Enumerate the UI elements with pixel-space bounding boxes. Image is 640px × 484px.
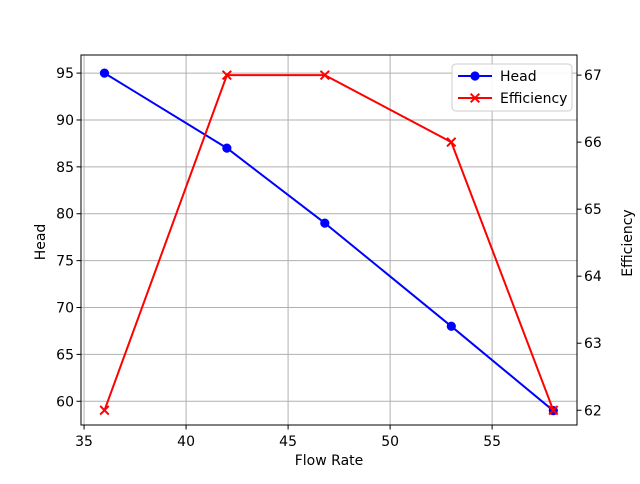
y-left-tick-label: 80	[56, 207, 74, 223]
legend	[451, 63, 573, 112]
y-left-tick-label: 95	[56, 66, 74, 82]
head-marker	[446, 321, 456, 331]
x-tick-label: 45	[279, 434, 297, 450]
y-left-tick-label: 85	[56, 160, 74, 176]
efficiency-marker	[446, 137, 457, 148]
y-right-tick-label: 65	[584, 202, 602, 218]
x-tick-label: 35	[75, 434, 93, 450]
efficiency-series	[99, 70, 559, 416]
head-marker	[99, 68, 110, 78]
y-right-tick-label: 66	[584, 135, 602, 151]
head-marker	[320, 218, 330, 228]
y-left-tick-label: 90	[56, 113, 74, 129]
head-marker	[222, 143, 232, 153]
efficiency-marker	[99, 405, 110, 416]
y-left-tick-label: 75	[56, 254, 74, 270]
legend-entry-efficiency	[458, 92, 492, 104]
y-right-tick-label: 64	[584, 269, 602, 285]
legend-marker-x	[469, 92, 481, 104]
head-line	[103, 72, 555, 412]
legend-label: Efficiency	[500, 91, 567, 107]
x-tick-label: 55	[483, 434, 501, 450]
legend-entry-head	[458, 71, 492, 81]
y-right-tick-label: 63	[584, 336, 602, 352]
y-right-axis-label: Efficiency	[620, 209, 636, 276]
y-left-tick-label: 70	[56, 301, 74, 317]
y-left-axis-label: Head	[33, 224, 49, 261]
efficiency-marker	[221, 70, 232, 81]
y-left-tick-label: 65	[56, 347, 74, 363]
y-right-tick-label: 62	[584, 403, 602, 419]
y-left-tick-label: 60	[56, 394, 74, 410]
efficiency-marker	[548, 405, 559, 416]
y-right-tick-label: 67	[584, 68, 602, 84]
x-tick-label: 50	[381, 434, 399, 450]
plot-border	[80, 54, 578, 426]
x-tick-label: 40	[177, 434, 195, 450]
x-axis-label: Flow Rate	[295, 453, 364, 469]
legend-marker-circle	[470, 71, 480, 81]
efficiency-marker	[319, 70, 330, 81]
legend-label: Head	[500, 69, 537, 85]
efficiency-line	[103, 74, 555, 412]
